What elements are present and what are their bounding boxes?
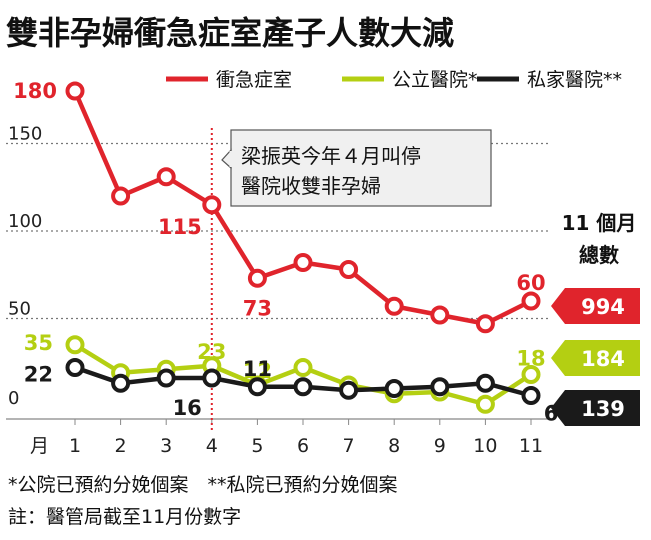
data-label-er-1: 180	[13, 79, 57, 103]
total-value-public: 184	[581, 347, 625, 371]
footnote-booking: *公院已預約分娩個案 **私院已預約分娩個案	[8, 474, 398, 496]
data-label-public-4: 23	[197, 340, 226, 364]
series-line-er	[72, 90, 533, 326]
series-er: 180 115 73 60	[13, 79, 546, 334]
data-label-private-4: 16	[173, 396, 202, 420]
point-er-3	[156, 167, 176, 187]
point-private-5	[247, 377, 267, 397]
annotation-text-1: 梁振英今年４月叫停	[241, 144, 421, 168]
point-private-2	[111, 373, 131, 393]
data-label-er-4: 115	[158, 215, 202, 239]
point-er-1	[65, 81, 85, 101]
point-private-3	[156, 368, 176, 388]
point-er-10	[475, 314, 495, 334]
x-tick-label-11: 11	[519, 435, 543, 457]
x-tick-label-8: 8	[388, 435, 400, 457]
point-private-10	[475, 373, 495, 393]
point-public-10	[475, 394, 495, 414]
chart-title: 雙非孕婦衝急症室產子人數大減	[6, 14, 454, 52]
totals-header-line1: 11 個月	[562, 211, 637, 235]
total-badge-public	[551, 340, 640, 376]
data-label-er-11: 60	[516, 271, 545, 295]
total-value-er: 994	[581, 295, 625, 319]
legend-label-er: 衝急症室	[216, 69, 292, 91]
data-label-private-1: 22	[24, 363, 53, 387]
y-tick-label-50: 50	[8, 299, 31, 320]
point-er-8	[384, 296, 404, 316]
point-er-9	[430, 305, 450, 325]
annotation-text-2: 醫院收雙非孕婦	[241, 174, 381, 198]
x-tick-label-4: 4	[206, 435, 218, 457]
x-tick-label-6: 6	[297, 435, 309, 457]
total-value-private: 139	[581, 397, 625, 421]
x-tick-label-9: 9	[434, 435, 446, 457]
x-axis-unit-label: 月	[30, 435, 49, 457]
x-tick-label-5: 5	[251, 435, 263, 457]
point-er-4	[202, 195, 222, 215]
point-er-11	[521, 291, 541, 311]
y-tick-label-150: 150	[8, 124, 42, 145]
y-tick-label-0: 0	[8, 388, 19, 409]
data-label-public-11: 18	[516, 347, 545, 371]
data-label-private-5: 11	[243, 357, 272, 381]
data-label-public-1: 35	[24, 331, 53, 355]
point-er-5	[247, 268, 267, 288]
point-private-4	[202, 368, 222, 388]
point-er-2	[111, 186, 131, 206]
point-public-1	[65, 335, 85, 355]
x-tick-label-2: 2	[115, 435, 127, 457]
x-axis: 月 1 2 3 4 5 6 7 8 9 10 11	[30, 419, 543, 457]
x-tick-label-10: 10	[473, 435, 497, 457]
y-tick-label-100: 100	[8, 211, 42, 232]
legend-label-private: 私家醫院**	[527, 69, 622, 91]
point-private-8	[384, 379, 404, 398]
data-label-er-5: 73	[243, 296, 272, 320]
point-public-6	[293, 358, 313, 377]
total-badge-private	[551, 390, 640, 426]
total-badge-er	[551, 288, 640, 324]
point-private-11	[521, 386, 541, 405]
point-er-6	[293, 253, 313, 272]
point-private-1	[65, 358, 85, 377]
y-axis-ticks: 0 50 100 150	[8, 124, 42, 410]
x-tick-label-7: 7	[343, 435, 355, 457]
point-public-11	[521, 365, 541, 384]
x-tick-label-3: 3	[160, 435, 172, 457]
point-private-7	[339, 380, 359, 400]
point-er-7	[339, 260, 359, 279]
legend-label-public: 公立醫院*	[392, 69, 478, 91]
footnote-source: 註：醫管局截至11月份數字	[8, 506, 241, 528]
x-tick-label-1: 1	[69, 435, 81, 457]
totals-header-line2: 總數	[579, 243, 619, 267]
point-private-9	[430, 377, 450, 397]
legend: 衝急症室 公立醫院* 私家醫院**	[166, 69, 622, 91]
annotation-box	[230, 129, 492, 207]
point-private-6	[293, 377, 313, 397]
annotation-pointer-mask	[229, 151, 233, 167]
